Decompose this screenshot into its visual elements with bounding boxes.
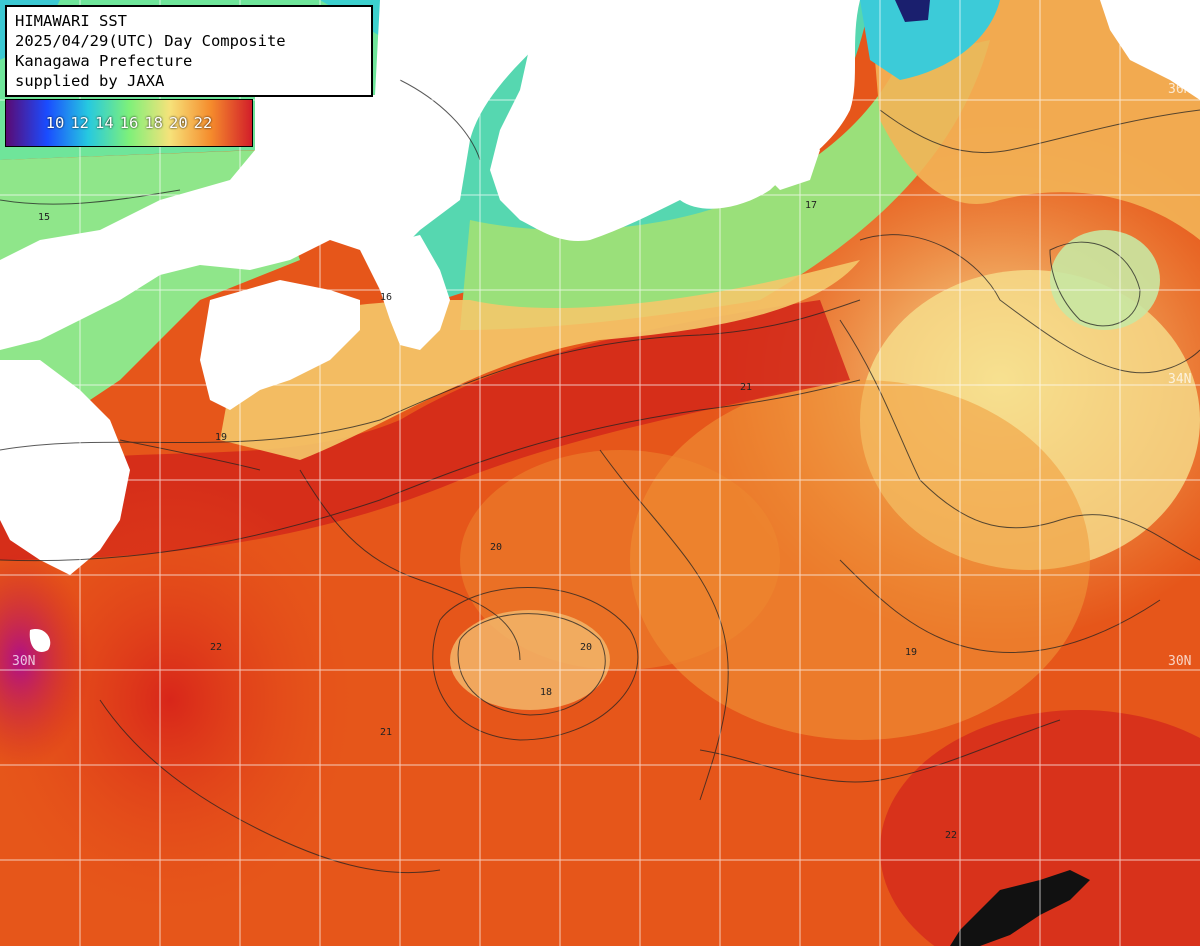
mild-water-east xyxy=(630,380,1090,740)
land-honshu-main xyxy=(0,0,565,350)
legend-tick: 12 xyxy=(70,114,89,132)
contour-lines xyxy=(0,79,1200,874)
contour-label: 21 xyxy=(380,727,392,738)
cold-eddy xyxy=(450,610,610,710)
contour-label: 17 xyxy=(805,200,817,211)
southeast-island-cluster xyxy=(950,870,1090,946)
lat-label-30n-right: 30N xyxy=(1168,654,1192,669)
coastal-green-band xyxy=(460,40,990,330)
title-line-1: HIMAWARI SST xyxy=(15,12,127,30)
legend-tick: 20 xyxy=(169,114,188,132)
contour-label: 21 xyxy=(740,382,752,393)
northeast-warm-water xyxy=(870,0,1200,240)
contour-label: 19 xyxy=(905,647,917,658)
contour-label: 19 xyxy=(215,432,227,443)
title-box: HIMAWARI SST 2025/04/29(UTC) Day Composi… xyxy=(5,5,373,97)
lon-label-144e: 144E xyxy=(1122,2,1137,34)
land-izu-peninsula xyxy=(760,120,820,190)
hot-water-southwest xyxy=(0,480,360,920)
cold-eddy-northeast xyxy=(1050,230,1160,330)
warm-spot-southwest xyxy=(0,550,90,770)
land-kii-peninsula xyxy=(360,235,450,350)
legend-tick: 18 xyxy=(144,114,163,132)
contour-number-labels: 19 20 21 22 18 17 15 16 20 21 19 22 xyxy=(38,200,957,841)
legend-tick: 22 xyxy=(193,114,213,132)
title-line-2: 2025/04/29(UTC) Day Composite xyxy=(15,32,286,50)
title-line-3: Kanagawa Prefecture xyxy=(15,52,193,70)
contour-label: 18 xyxy=(540,687,552,698)
lon-label-136e: 136E xyxy=(482,2,497,34)
land-kyushu xyxy=(0,360,130,575)
legend-tick: 14 xyxy=(94,114,114,132)
coastal-yellow-band xyxy=(220,260,860,460)
lat-label-34n: 34N xyxy=(1168,372,1192,387)
land-northeast-dark xyxy=(895,0,930,22)
contour-label: 16 xyxy=(380,292,392,303)
lat-label-30n-left: 30N xyxy=(12,654,36,669)
contour-label: 20 xyxy=(490,542,502,553)
land-honshu-east xyxy=(490,0,860,241)
temperature-legend: 10 12 14 16 18 20 22 xyxy=(5,99,253,147)
land-northeast-coast xyxy=(1100,0,1200,100)
legend-tick: 16 xyxy=(119,114,139,132)
legend-tick: 10 xyxy=(45,114,65,132)
lat-label-36n: 36N xyxy=(1168,82,1192,97)
contour-label: 20 xyxy=(580,642,592,653)
contour-label: 15 xyxy=(38,212,50,223)
title-line-4: supplied by JAXA xyxy=(15,72,165,90)
contour-label: 22 xyxy=(210,642,222,653)
land-kyushu-island xyxy=(29,629,51,652)
northeast-cold-tongue xyxy=(860,0,1000,80)
contour-label: 22 xyxy=(945,830,957,841)
